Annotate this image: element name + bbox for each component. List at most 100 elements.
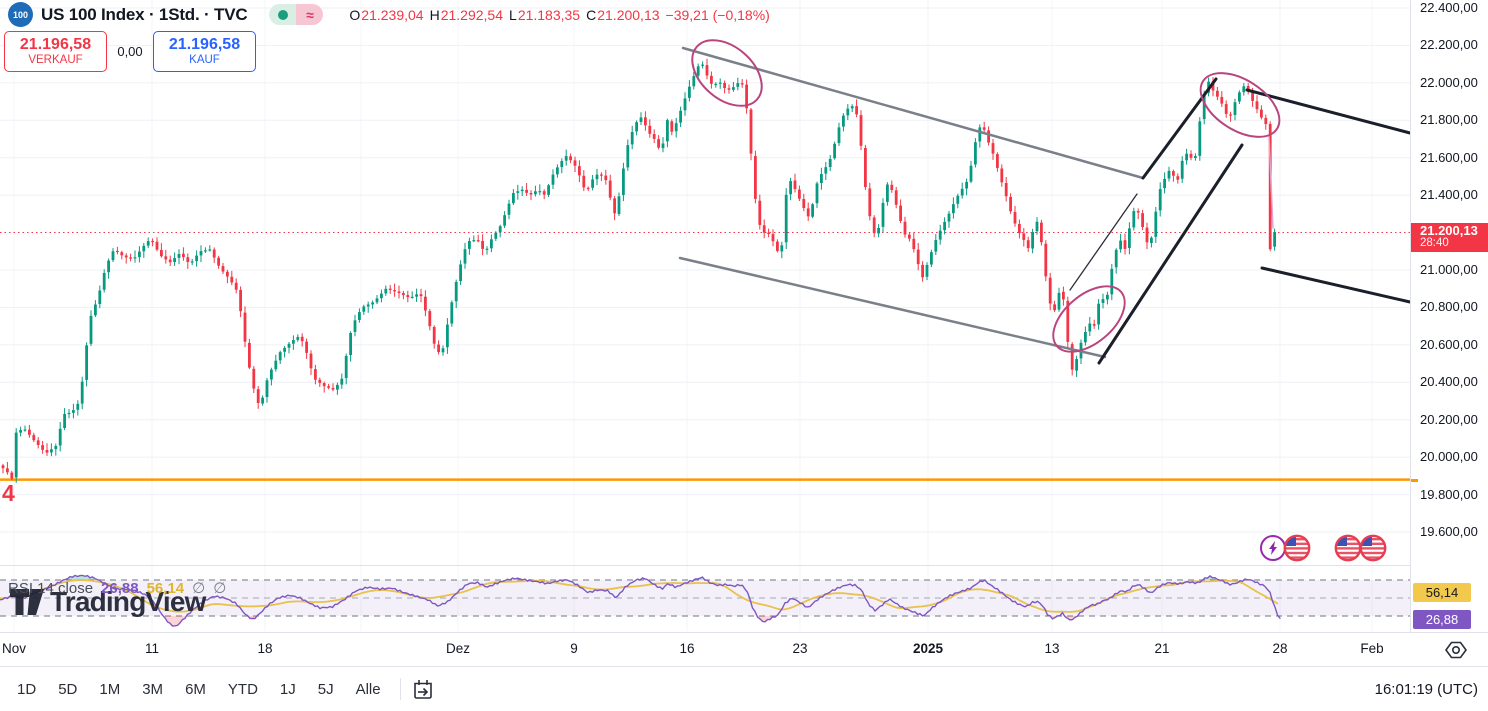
buy-price: 21.196,58 [168,35,241,53]
price-axis-label: 21.600,00 [1420,149,1478,165]
range-button-1m[interactable]: 1M [99,680,121,698]
grid-lines [0,0,1410,631]
bar-countdown: 28:40 [1420,237,1449,250]
price-axis-label: 22.200,00 [1420,37,1478,53]
time-axis-label: Feb [1360,641,1384,656]
buy-button[interactable]: 21.196,58 KAUF [153,31,256,72]
time-axis-label: 11 [144,641,160,656]
time-axis-label: 13 [1044,641,1060,656]
range-button-alle[interactable]: Alle [355,680,381,698]
low-key: L [509,6,517,23]
rsi-rsi-badge: 26,88 [1413,609,1471,629]
rsi-ma-value: 56,14 [146,579,185,597]
time-axis-settings-icon[interactable] [1444,639,1468,661]
thin-impulse-line[interactable] [1069,193,1138,291]
price-axis-label: 20.000,00 [1420,449,1478,465]
sell-label: VERKAUF [28,54,83,67]
hide-ma-icon[interactable]: ∅ [213,580,227,597]
tradingview-watermark-text: TradingView [50,586,206,617]
black-right-upper[interactable] [1245,88,1412,135]
rsi-line[interactable] [0,574,1281,627]
range-button-1j[interactable]: 1J [279,680,296,698]
range-button-5d[interactable]: 5D [58,680,78,698]
time-axis-label: 18 [257,641,273,656]
range-button-1d[interactable]: 1D [17,680,37,698]
us-flag-icon[interactable] [1334,534,1362,562]
price-axis-label: 20.800,00 [1420,299,1478,315]
clock-utc[interactable]: 16:01:19 (UTC) [1374,680,1478,698]
close-key: C [586,6,597,23]
price-axis-label: 21.800,00 [1420,112,1478,128]
range-button-6m[interactable]: 6M [185,680,206,698]
change-value: −39,21 (−0,18%) [665,6,770,23]
gray-channel-upper[interactable] [681,46,1145,180]
ellipse-jan-top[interactable] [1189,60,1290,150]
price-axis[interactable]: 22.400,00 22.200,00 22.000,00 21.800,00 21.6… [1410,0,1488,632]
price-axis-label: 22.000,00 [1420,74,1478,90]
rsi-ma-line[interactable] [0,579,1279,613]
calendar-arrow-icon [413,680,432,699]
time-axis-label: 23 [792,641,808,656]
range-button-3m[interactable]: 3M [142,680,164,698]
chart-legend: 100 US 100 Index · 1Std. · TVC ≈ O 21.239… [8,2,770,27]
sell-price: 21.196,58 [19,35,92,53]
us-flag-icon[interactable] [1359,534,1387,562]
price-axis-label: 19.800,00 [1420,486,1478,502]
market-status-pill[interactable]: ≈ [269,4,324,25]
chart-canvas[interactable] [0,0,1488,632]
trade-panel: 21.196,58 VERKAUF 0,00 21.196,58 KAUF [4,31,256,72]
approx-price-indicator[interactable]: ≈ [296,4,324,25]
current-price-text: 21.200,13 [1420,222,1478,238]
rsi-indicator-legend: RSI 14 close 26,88 56,14 ∅ ∅ [8,579,227,598]
black-right-lower[interactable] [1260,266,1412,304]
high-value: 21.292,54 [440,6,504,23]
time-axis-label: 2025 [912,641,944,656]
high-key: H [429,6,440,23]
symbol-title[interactable]: US 100 Index · 1Std. · TVC [41,4,248,24]
time-axis-label: 9 [570,641,578,656]
sell-button[interactable]: 21.196,58 VERKAUF [4,31,107,72]
time-axis-label: 28 [1272,641,1288,656]
rsi-indicator-title[interactable]: RSI 14 close [8,579,94,597]
range-button-ytd[interactable]: YTD [227,680,258,698]
buy-label: KAUF [189,54,220,67]
rsi-value: 26,88 [101,579,139,597]
economic-event-icon[interactable] [1260,535,1286,561]
price-axis-label: 20.600,00 [1420,336,1478,352]
black-channel-lower[interactable] [1097,143,1244,365]
clipped-price-label: 4 [2,480,15,506]
time-axis-label: Nov [1,641,27,656]
price-axis-label: 19.600,00 [1420,524,1478,539]
pink-gap-line[interactable] [1268,136,1274,229]
price-axis-label: 20.200,00 [1420,411,1478,427]
price-axis-label: 22.400,00 [1420,0,1478,15]
market-open-indicator[interactable] [269,4,297,25]
date-range-buttons: 1D 5D 1M 3M 6M YTD 1J 5J Alle [0,676,390,703]
price-axis-label: 21.400,00 [1420,187,1478,203]
ellipse-dec-top[interactable] [680,27,774,119]
open-value: 21.239,04 [361,6,424,23]
price-axis-label: 21.000,00 [1420,262,1478,277]
spread-value: 0,00 [117,44,143,59]
gray-channel-lower[interactable] [678,256,1107,359]
current-price-badge: 21.200,13 28:40 [1411,222,1488,252]
go-to-date-button[interactable] [411,677,435,701]
time-axis-label: 21 [1154,641,1170,656]
ohlc-values: O 21.239,04 H 21.292,54 L 21.183,35 C 21.200… [349,7,769,23]
rsi-ma-badge: 56,14 [1413,583,1471,603]
low-value: 21.183,35 [517,6,581,23]
tradingview-watermark: TradingView [10,586,206,618]
us-flag-icon[interactable] [1283,534,1311,562]
hide-rsi-icon[interactable]: ∅ [192,580,206,597]
bottom-toolbar: 1D 5D 1M 3M 6M YTD 1J 5J Alle 16:01:19 (UTC) [0,666,1488,711]
orange-level-tick [1411,478,1418,482]
tradingview-logo-icon [10,589,44,615]
symbol-logo-icon: 100 [8,2,33,27]
range-button-5j[interactable]: 5J [317,680,334,698]
ellipse-jan-bottom[interactable] [1041,274,1136,365]
black-channel-upper[interactable] [1141,77,1218,180]
candles [1,58,1276,483]
time-axis[interactable]: Nov 11 18 Dez 9 16 23 2025 13 21 28 Feb [0,632,1488,666]
toolbar-divider [399,678,401,700]
